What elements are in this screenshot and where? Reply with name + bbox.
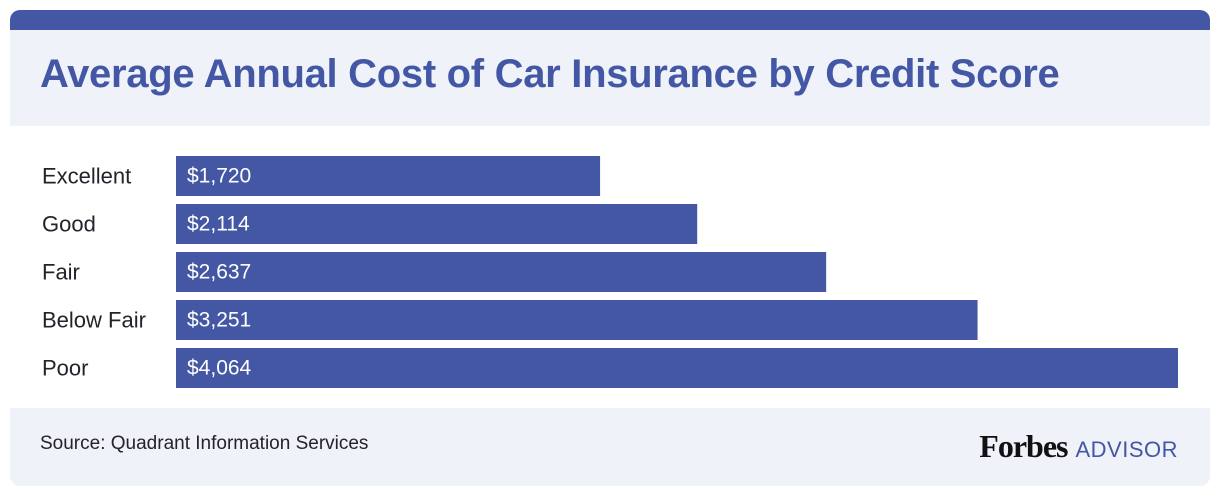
- bar-value-label-good: $2,114: [187, 213, 250, 236]
- bar-chart: Excellent $1,720 Good $2,114 Fair $2,637 Below…: [42, 156, 1178, 388]
- bar-good: [176, 204, 698, 244]
- chart-area: Excellent $1,720 Good $2,114 Fair $2,637 Below…: [10, 126, 1210, 408]
- header-accent-strip: [10, 10, 1210, 30]
- category-label-below-fair: Below Fair: [42, 308, 146, 333]
- bar-below-fair: [176, 300, 978, 340]
- bar-value-label-excellent: $1,720: [187, 165, 251, 188]
- source-note: Source: Quadrant Information Services: [40, 433, 369, 454]
- chart-header: Average Annual Cost of Car Insurance by …: [10, 30, 1210, 126]
- bar-fair: [176, 252, 827, 292]
- bar-excellent: [176, 156, 601, 196]
- chart-title: Average Annual Cost of Car Insurance by …: [40, 52, 1060, 96]
- bar-value-label-poor: $4,064: [187, 357, 252, 380]
- logo-advisor-wordmark: ADVISOR: [1075, 437, 1178, 462]
- category-label-good: Good: [42, 212, 96, 237]
- forbes-advisor-logo: Forbes ADVISOR: [979, 428, 1178, 465]
- infographic-card: Average Annual Cost of Car Insurance by …: [10, 10, 1210, 486]
- category-label-fair: Fair: [42, 260, 80, 285]
- category-label-excellent: Excellent: [42, 164, 131, 189]
- bar-poor: [176, 348, 1178, 388]
- category-label-poor: Poor: [42, 356, 88, 381]
- bar-value-label-below-fair: $3,251: [187, 309, 251, 332]
- bar-value-label-fair: $2,637: [187, 261, 251, 284]
- logo-forbes-wordmark: Forbes: [979, 428, 1068, 464]
- chart-footer: Source: Quadrant Information Services Fo…: [10, 408, 1210, 486]
